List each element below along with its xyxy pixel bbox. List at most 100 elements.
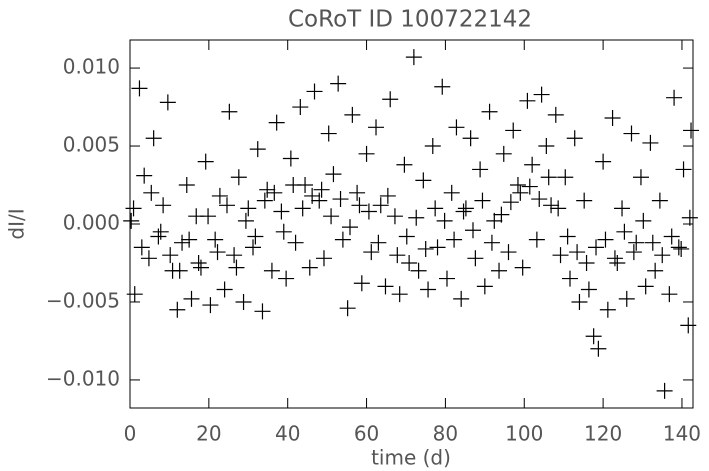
data-point — [209, 244, 226, 261]
data-point — [162, 247, 179, 264]
data-point — [235, 293, 252, 310]
data-point — [642, 134, 659, 151]
data-point — [644, 234, 661, 251]
data-point — [245, 239, 262, 256]
data-point — [604, 109, 621, 126]
data-point — [481, 103, 498, 120]
data-point — [145, 130, 162, 147]
data-point — [486, 212, 503, 229]
data-point — [197, 153, 214, 170]
data-point — [614, 200, 631, 217]
data-point — [282, 150, 299, 167]
data-point — [580, 281, 597, 298]
data-point — [325, 166, 342, 183]
data-point — [566, 130, 583, 147]
data-point — [363, 244, 380, 261]
x-tick-label: 40 — [275, 422, 300, 446]
data-point — [512, 184, 529, 201]
chart-title: CoRoT ID 100722142 — [288, 7, 532, 33]
data-point — [332, 191, 349, 208]
data-point — [136, 167, 153, 184]
data-point — [434, 78, 451, 95]
data-point — [396, 156, 413, 173]
y-axis-label: dI/I — [5, 208, 29, 239]
data-point — [625, 244, 642, 261]
data-point — [131, 80, 148, 97]
data-point — [673, 240, 690, 257]
data-point — [681, 209, 698, 226]
data-point — [159, 94, 176, 111]
data-point — [249, 141, 266, 158]
y-tick-label: 0.010 — [63, 55, 120, 79]
data-point — [240, 200, 257, 217]
data-point — [457, 200, 474, 217]
data-point — [438, 270, 455, 287]
data-point — [379, 187, 396, 204]
data-point — [680, 317, 697, 334]
data-point — [287, 234, 304, 251]
data-point — [292, 99, 309, 116]
data-point — [133, 239, 150, 256]
y-tick-label: −0.005 — [46, 288, 120, 312]
data-point — [285, 177, 302, 194]
data-point — [150, 228, 167, 245]
data-point — [190, 254, 207, 271]
data-point — [304, 187, 321, 204]
data-point — [301, 259, 318, 276]
data-point — [320, 125, 337, 142]
data-point — [230, 169, 247, 186]
data-point — [467, 250, 484, 267]
data-point — [465, 222, 482, 239]
x-tick-label: 120 — [584, 422, 622, 446]
data-point — [656, 382, 673, 399]
data-point — [597, 231, 614, 248]
data-point — [125, 200, 142, 217]
data-point — [275, 223, 292, 240]
data-point — [540, 169, 557, 186]
data-point — [221, 103, 238, 120]
data-point — [360, 203, 377, 220]
data-point — [415, 172, 432, 189]
data-point — [181, 231, 198, 248]
data-point — [595, 153, 612, 170]
data-point — [675, 161, 692, 178]
data-point — [578, 254, 595, 271]
data-point — [585, 328, 602, 345]
data-point — [169, 301, 186, 318]
data-point — [174, 234, 191, 251]
data-point — [519, 92, 536, 109]
data-point — [207, 231, 224, 248]
data-point — [531, 191, 548, 208]
x-tick-label: 60 — [354, 422, 379, 446]
data-point — [474, 192, 491, 209]
data-point — [495, 145, 512, 162]
data-point — [382, 91, 399, 108]
data-point — [521, 178, 538, 195]
data-point — [476, 278, 493, 295]
data-point — [377, 278, 394, 295]
data-point — [237, 212, 254, 229]
data-point — [389, 247, 406, 264]
data-point — [632, 169, 649, 186]
data-point — [143, 184, 160, 201]
data-point — [228, 259, 245, 276]
data-point — [247, 228, 264, 245]
data-point — [330, 75, 347, 92]
data-point — [368, 119, 385, 136]
data-point — [528, 231, 545, 248]
data-point — [386, 208, 403, 225]
data-point — [155, 197, 172, 214]
data-point — [152, 223, 169, 240]
data-point — [266, 184, 283, 201]
data-point — [372, 197, 389, 214]
data-point — [254, 303, 271, 320]
data-point — [472, 161, 489, 178]
data-point — [171, 262, 188, 279]
x-tick-label: 100 — [505, 422, 543, 446]
data-point — [370, 234, 387, 251]
plot-frame — [129, 39, 694, 409]
data-point — [616, 223, 633, 240]
data-point — [273, 203, 290, 220]
data-point — [599, 301, 616, 318]
